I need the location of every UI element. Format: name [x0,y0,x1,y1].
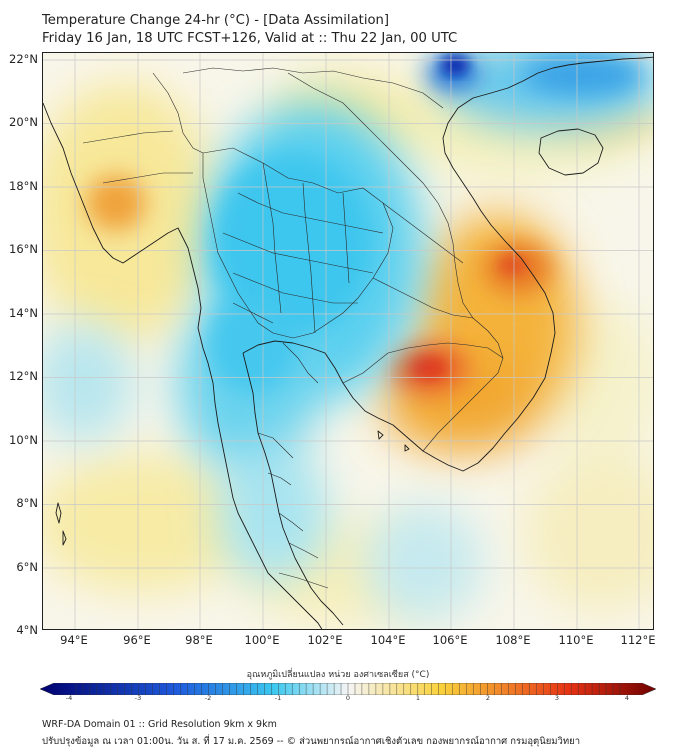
deep-cold-spot [441,55,469,75]
colorbar-ticks [75,683,621,695]
lat-label: 18°N [9,179,38,193]
lat-label: 22°N [9,52,38,66]
colorbar-tick-label: -2 [204,694,212,702]
lon-label: 102°E [307,633,343,647]
colorbar-tick-label: 1 [415,694,421,702]
map-svg [43,53,653,629]
lon-label: 106°E [432,633,468,647]
lat-label: 14°N [9,306,38,320]
map-title: Temperature Change 24-hr (°C) - [Data As… [42,12,457,48]
colorbar-tick-label: 0 [345,694,351,702]
lon-label: 100°E [244,633,280,647]
lat-label: 20°N [9,115,38,129]
lon-label: 110°E [558,633,594,647]
lon-label: 98°E [185,633,213,647]
lat-label: 12°N [9,369,38,383]
lat-label: 4°N [16,623,38,637]
colorbar-tick-label: -1 [274,694,282,702]
borders [82,67,504,589]
temperature-change-map[interactable] [42,52,654,630]
lon-label: 108°E [495,633,531,647]
colorbar-title: อุณหภูมิเปลี่ยนแปลง หน่วย องศาเซลเซียส (… [246,670,430,680]
colorbar-tick-label: -4 [65,694,73,702]
hot-cores [410,255,527,380]
lon-label: 94°E [60,633,88,647]
lon-label: 112°E [620,633,656,647]
lat-label: 6°N [16,560,38,574]
lon-label: 96°E [123,633,151,647]
lon-label: 104°E [370,633,406,647]
colorbar [39,680,657,696]
cold-cores [208,55,643,393]
title-line-2: Friday 16 Jan, 18 UTC FCST+126, Valid at… [42,31,458,46]
colorbar-tick-label: -3 [134,694,142,702]
lat-label: 10°N [9,433,38,447]
footer-line-2: ปรับปรุงข้อมูล ณ เวลา 01:00น. วัน ส. ที่… [42,736,581,747]
lat-label: 16°N [9,242,38,256]
colorbar-tick-label: 2 [485,694,491,702]
lat-label: 8°N [16,496,38,510]
colorbar-tick-label: 3 [554,694,560,702]
footer-line-1: WRF-DA Domain 01 :: Grid Resolution 9km … [42,719,277,730]
title-line-1: Temperature Change 24-hr (°C) - [Data As… [42,13,390,28]
colorbar-tick-label: 4 [624,694,630,702]
